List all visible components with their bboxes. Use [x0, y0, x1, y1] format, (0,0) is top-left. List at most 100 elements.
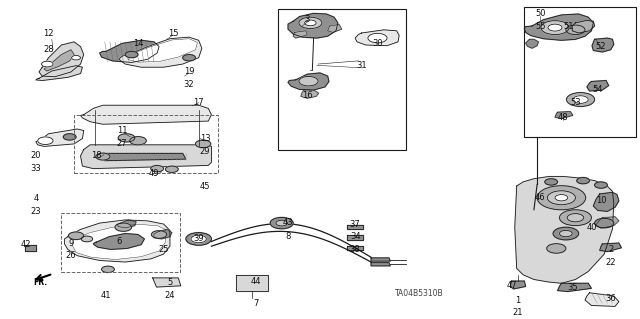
Text: 43: 43 [283, 218, 293, 227]
Text: 12: 12 [44, 29, 54, 39]
Text: 22: 22 [605, 257, 616, 267]
Text: 7: 7 [253, 299, 259, 308]
Circle shape [81, 236, 93, 242]
Text: 23: 23 [31, 207, 41, 216]
Circle shape [595, 182, 607, 188]
Bar [524, 7, 636, 137]
Text: 54: 54 [593, 85, 603, 94]
Text: 4: 4 [33, 194, 38, 203]
Text: 53: 53 [570, 98, 580, 107]
Polygon shape [525, 39, 538, 48]
Circle shape [125, 51, 138, 58]
Circle shape [559, 210, 591, 226]
Text: 55: 55 [535, 22, 545, 31]
Text: 21: 21 [513, 308, 524, 317]
Circle shape [151, 166, 164, 172]
Circle shape [567, 214, 584, 222]
Circle shape [276, 220, 287, 226]
Circle shape [270, 217, 293, 229]
Text: 27: 27 [116, 139, 127, 148]
Circle shape [299, 17, 322, 29]
Polygon shape [44, 50, 74, 71]
Text: 28: 28 [44, 45, 54, 54]
Text: 44: 44 [251, 277, 261, 286]
Text: 24: 24 [164, 291, 175, 300]
Circle shape [299, 77, 318, 86]
Text: 42: 42 [21, 240, 31, 249]
Circle shape [38, 137, 53, 145]
Circle shape [537, 186, 586, 210]
Text: 8: 8 [285, 232, 291, 241]
Circle shape [577, 177, 589, 184]
Polygon shape [510, 281, 525, 289]
Text: 31: 31 [356, 61, 367, 70]
Circle shape [555, 195, 568, 201]
Polygon shape [593, 192, 619, 211]
Text: 14: 14 [132, 39, 143, 48]
Polygon shape [596, 217, 619, 228]
Text: FR.: FR. [33, 278, 47, 287]
Circle shape [130, 137, 147, 145]
Text: 51: 51 [564, 22, 574, 31]
Circle shape [118, 134, 135, 142]
Text: 30: 30 [372, 39, 383, 48]
Polygon shape [347, 235, 364, 240]
Circle shape [152, 231, 167, 238]
Polygon shape [72, 224, 166, 260]
Circle shape [96, 153, 110, 160]
Text: 50: 50 [535, 9, 545, 18]
Text: 16: 16 [302, 91, 312, 100]
Circle shape [42, 61, 53, 67]
Text: 17: 17 [193, 98, 204, 107]
Polygon shape [288, 73, 329, 90]
Circle shape [368, 33, 387, 43]
Text: 37: 37 [349, 219, 360, 228]
Polygon shape [557, 283, 591, 292]
Circle shape [72, 56, 81, 60]
Polygon shape [100, 40, 159, 63]
Text: 10: 10 [596, 196, 606, 205]
Text: 34: 34 [350, 232, 360, 241]
Polygon shape [129, 39, 197, 62]
Circle shape [305, 20, 316, 26]
Polygon shape [347, 246, 364, 250]
Text: 46: 46 [535, 193, 546, 202]
Polygon shape [301, 90, 319, 98]
Circle shape [166, 166, 178, 172]
Circle shape [186, 233, 211, 245]
Text: 32: 32 [184, 80, 195, 89]
Circle shape [566, 25, 585, 34]
Circle shape [553, 227, 579, 240]
Text: 6: 6 [116, 237, 122, 246]
Polygon shape [585, 293, 619, 307]
Polygon shape [25, 245, 36, 251]
Text: 52: 52 [596, 42, 606, 51]
Text: 25: 25 [158, 245, 169, 254]
Circle shape [545, 179, 557, 185]
Circle shape [191, 235, 206, 243]
Circle shape [559, 230, 572, 237]
Text: 49: 49 [148, 169, 159, 178]
Circle shape [195, 140, 211, 148]
Polygon shape [371, 258, 390, 261]
Polygon shape [288, 13, 338, 38]
Polygon shape [355, 30, 399, 46]
Text: TA04B5310B: TA04B5310B [396, 289, 444, 298]
Polygon shape [65, 220, 170, 262]
Polygon shape [515, 176, 614, 283]
Text: 18: 18 [91, 152, 102, 160]
Text: 19: 19 [184, 68, 195, 77]
Text: 11: 11 [116, 126, 127, 135]
Text: 48: 48 [557, 114, 568, 122]
Polygon shape [36, 129, 84, 146]
Circle shape [68, 232, 84, 240]
Circle shape [547, 191, 575, 205]
Polygon shape [153, 278, 180, 287]
Polygon shape [103, 153, 186, 161]
Polygon shape [36, 66, 83, 80]
Polygon shape [39, 42, 84, 77]
Text: 20: 20 [31, 152, 41, 160]
Circle shape [115, 223, 132, 231]
Circle shape [548, 24, 562, 31]
Text: 36: 36 [605, 294, 616, 303]
